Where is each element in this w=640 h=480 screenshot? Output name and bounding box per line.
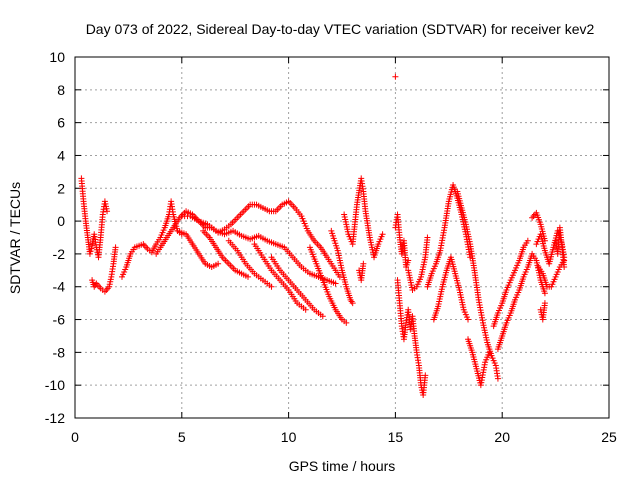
data-point [541, 300, 548, 307]
data-point [332, 280, 339, 287]
data-point [215, 260, 222, 267]
data-point [112, 244, 119, 251]
x-tick-label: 5 [178, 429, 186, 445]
data-point [541, 237, 548, 244]
chart-title: Day 073 of 2022, Sidereal Day-to-day VTE… [86, 21, 595, 37]
data-point [424, 234, 431, 241]
data-point [349, 300, 356, 307]
y-tick-label: -8 [53, 344, 66, 360]
data-point [86, 250, 93, 257]
y-tick-label: 6 [57, 115, 65, 131]
y-tick-label: -12 [45, 410, 65, 426]
data-point [379, 231, 386, 238]
data-point [87, 248, 94, 255]
data-point [524, 237, 531, 244]
y-tick-label: 10 [49, 49, 65, 65]
data-point [392, 73, 399, 80]
data-point [494, 375, 501, 382]
data-point [465, 316, 472, 323]
y-tick-label: 4 [57, 147, 65, 163]
data-point [268, 283, 275, 290]
data-point [422, 372, 429, 379]
y-tick-label: 0 [57, 213, 65, 229]
data-point [88, 245, 95, 252]
y-tick-label: -4 [53, 279, 66, 295]
data-point [319, 313, 326, 320]
y-axis-tick-labels: -12 -10 -8 -6 -4 -2 0 2 4 6 8 10 [45, 49, 65, 426]
x-axis-label: GPS time / hours [289, 458, 396, 474]
data-point [360, 260, 367, 267]
data-point [343, 319, 350, 326]
data-point [561, 264, 568, 271]
x-tick-label: 0 [71, 429, 79, 445]
y-tick-label: -10 [45, 377, 65, 393]
x-tick-label: 25 [601, 429, 617, 445]
y-tick-label: -6 [53, 312, 66, 328]
y-tick-label: -2 [53, 246, 66, 262]
y-tick-label: 2 [57, 180, 65, 196]
data-points [78, 73, 568, 399]
data-point [405, 257, 412, 264]
data-point [302, 306, 309, 313]
x-axis-tick-labels: 0 5 10 15 20 25 [71, 429, 617, 445]
data-point [104, 208, 111, 215]
axis-ticks [74, 56, 610, 419]
y-axis-label: SDTVAR / TECUs [7, 182, 23, 294]
y-tick-label: 8 [57, 82, 65, 98]
data-point [541, 290, 548, 297]
plot-frame [74, 56, 610, 419]
x-tick-label: 20 [494, 429, 510, 445]
x-tick-label: 15 [388, 429, 404, 445]
x-tick-label: 10 [281, 429, 297, 445]
data-point [245, 273, 252, 280]
